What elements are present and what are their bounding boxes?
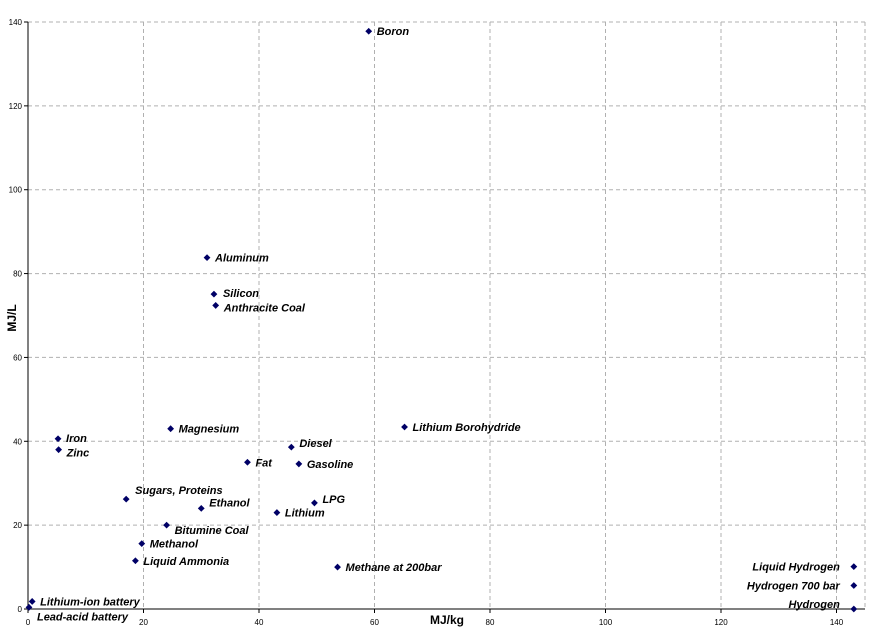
data-label: Liquid Hydrogen: [752, 562, 840, 574]
data-point: [163, 521, 170, 529]
x-tick-label: 120: [714, 618, 728, 627]
data-labels: Boron Aluminum Silicon Anthracite Coal Iron Z…: [37, 26, 841, 623]
y-tick-label: 40: [13, 437, 22, 446]
data-point: [244, 458, 251, 466]
data-label: Bitumine Coal: [175, 525, 250, 537]
y-axis-title: MJ/L: [5, 304, 19, 331]
data-point: [401, 423, 408, 431]
data-point: [132, 557, 139, 565]
data-label: Lead-acid battery: [37, 611, 129, 623]
x-tick-label: 0: [26, 618, 31, 627]
data-label: Silicon: [223, 288, 259, 300]
x-tick-label: 100: [599, 618, 613, 627]
data-point: [138, 540, 146, 547]
y-tick-label: 80: [13, 270, 22, 279]
data-point: [203, 254, 211, 262]
data-point: [295, 460, 303, 468]
data-points: [25, 27, 858, 613]
data-point: [28, 598, 36, 605]
data-point: [311, 499, 318, 507]
data-label: Lithium-ion battery: [40, 596, 140, 608]
data-label: Aluminum: [214, 253, 269, 265]
data-point: [210, 290, 218, 298]
data-label: Boron: [377, 26, 410, 38]
data-label: Iron: [66, 433, 87, 445]
data-point: [273, 509, 281, 516]
y-tick-label: 20: [13, 521, 22, 530]
x-tick-label: 60: [370, 618, 379, 627]
data-point: [287, 443, 295, 451]
data-label: Fat: [255, 457, 273, 469]
x-tick-label: 80: [486, 618, 495, 627]
x-tick-label: 140: [830, 618, 844, 627]
data-label: Ethanol: [209, 497, 250, 509]
data-label: Lithium: [285, 508, 325, 520]
data-label: Magnesium: [179, 424, 240, 436]
tick-labels: 0 20 40 60 80 100 120 140 0 20 40 60 80 100 120 140: [9, 18, 844, 627]
data-point: [25, 603, 33, 611]
data-point: [122, 495, 130, 503]
data-point: [55, 446, 63, 454]
data-point: [167, 425, 175, 433]
y-tick-label: 120: [9, 102, 23, 111]
data-label: Hydrogen 700 bar: [747, 581, 841, 593]
data-label: Sugars, Proteins: [135, 485, 222, 497]
data-point: [334, 563, 341, 571]
axes: [24, 21, 865, 613]
data-label: Anthracite Coal: [223, 302, 306, 314]
data-label: Lithium Borohydride: [413, 422, 521, 434]
data-label: Hydrogen: [788, 599, 840, 611]
data-label: LPG: [322, 494, 345, 506]
x-axis-title: MJ/kg: [430, 613, 464, 627]
data-point: [197, 504, 205, 512]
data-label: Zinc: [66, 448, 90, 460]
data-label: Diesel: [299, 438, 332, 450]
x-tick-label: 40: [255, 618, 264, 627]
y-tick-label: 60: [13, 353, 22, 362]
data-point: [54, 435, 62, 443]
y-tick-label: 0: [18, 605, 23, 614]
data-label: Methane at 200bar: [346, 562, 443, 574]
y-tick-label: 140: [9, 18, 23, 27]
data-label: Liquid Ammonia: [143, 556, 229, 568]
y-tick-label: 100: [9, 186, 23, 195]
grid: [28, 21, 866, 609]
data-point: [850, 563, 858, 571]
data-point: [850, 582, 858, 589]
data-point: [850, 605, 858, 613]
data-label: Methanol: [150, 539, 199, 551]
data-point: [212, 302, 220, 309]
data-point: [365, 27, 373, 35]
data-label: Gasoline: [307, 459, 353, 471]
x-tick-label: 20: [139, 618, 148, 627]
